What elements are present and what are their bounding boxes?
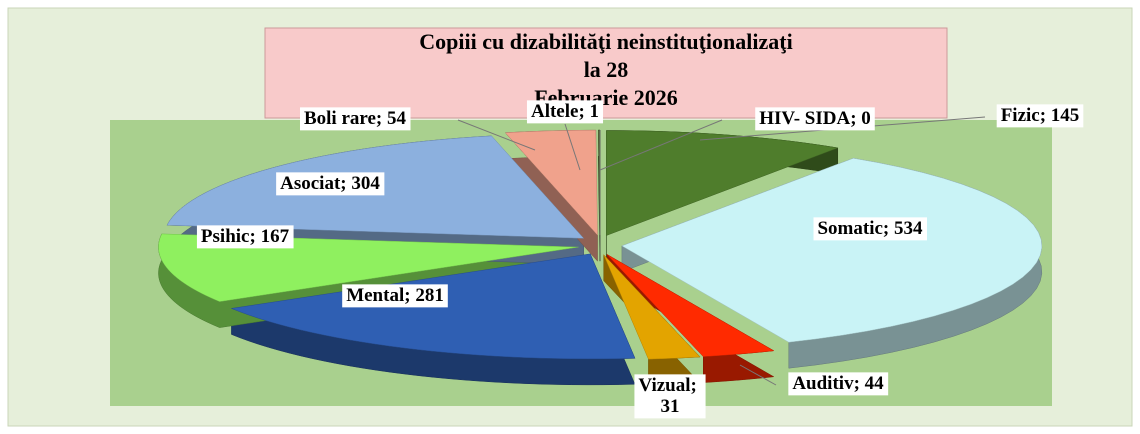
label-box	[996, 104, 1084, 128]
label-separator: ;	[340, 173, 351, 194]
chart-title: la 28	[584, 57, 629, 82]
label-separator: ;	[691, 375, 702, 396]
data-label-text: Boli rare; 54	[304, 108, 407, 129]
data-label-text: HIV- SIDA; 0	[759, 108, 871, 129]
data-label: Auditiv; 44	[788, 372, 889, 396]
data-label: Asociat; 304	[276, 172, 385, 196]
label-box	[755, 107, 875, 131]
label-separator: ;	[883, 218, 894, 239]
label-value: 1	[590, 101, 600, 122]
label-name: Asociat	[280, 173, 341, 194]
data-label-text: Psihic; 167	[201, 226, 290, 247]
label-name: Somatic	[817, 218, 882, 239]
data-label-text: Auditiv; 44	[792, 373, 884, 394]
label-box	[634, 374, 706, 419]
label-separator: ;	[376, 108, 387, 129]
label-name: Psihic	[201, 226, 250, 247]
data-label: Psihic; 167	[196, 225, 294, 249]
label-name: Fizic	[1001, 105, 1040, 126]
label-name: Mental	[346, 285, 404, 306]
label-box	[299, 107, 411, 131]
label-separator: ;	[404, 285, 415, 306]
data-label: Fizic; 145	[996, 104, 1084, 128]
data-label-text: Mental; 281	[346, 285, 444, 306]
label-value: 0	[861, 108, 871, 129]
label-value: 44	[865, 373, 885, 394]
data-label-text: Asociat; 304	[280, 173, 380, 194]
leader-line	[599, 119, 723, 171]
leader-line	[739, 364, 777, 386]
data-label: Vizual; 31	[634, 374, 706, 419]
label-separator: ;	[578, 101, 589, 122]
label-value: 31	[661, 396, 680, 417]
leader-line	[564, 123, 581, 171]
leader-line	[457, 119, 536, 151]
label-box	[342, 284, 448, 308]
data-label: Boli rare; 54	[299, 107, 411, 131]
data-label: Mental; 281	[342, 284, 448, 308]
label-value: 145	[1051, 105, 1080, 126]
label-value: 304	[351, 173, 380, 194]
data-label: HIV- SIDA; 0	[755, 107, 875, 131]
slice	[606, 130, 839, 236]
slice	[598, 129, 601, 236]
label-separator: ;	[850, 108, 861, 129]
label-separator: ;	[1040, 105, 1051, 126]
label-name: Boli rare	[304, 108, 376, 129]
title-box	[264, 27, 948, 119]
label-separator: ;	[249, 226, 260, 247]
slice	[621, 157, 1043, 343]
label-name: Vizual	[638, 375, 690, 396]
data-label: Somatic; 534	[813, 217, 928, 241]
label-name: HIV- SIDA	[759, 108, 850, 129]
data-label-text: Fizic; 145	[1001, 105, 1080, 126]
slice	[603, 254, 701, 360]
label-value: 534	[894, 218, 923, 239]
label-name: Auditiv	[792, 373, 854, 394]
label-box	[276, 172, 385, 196]
data-label: Altele; 1	[526, 100, 604, 124]
label-box	[813, 217, 928, 241]
slice	[606, 254, 775, 357]
label-box	[526, 100, 604, 124]
label-name: Altele	[531, 101, 578, 122]
label-value: 281	[415, 285, 444, 306]
label-separator: ;	[854, 373, 865, 394]
label-box	[196, 225, 294, 249]
data-label-text: Somatic; 534	[817, 218, 923, 239]
data-label-text: Altele; 1	[531, 101, 599, 122]
label-box	[788, 372, 889, 396]
label-value: 167	[261, 226, 290, 247]
slice	[504, 129, 598, 236]
label-value: 54	[387, 108, 407, 129]
chart-title: Copiii cu dizabilităţi neinstituţionaliz…	[419, 29, 792, 54]
data-label-text: Vizual; 31	[638, 375, 701, 417]
slice	[158, 233, 579, 302]
